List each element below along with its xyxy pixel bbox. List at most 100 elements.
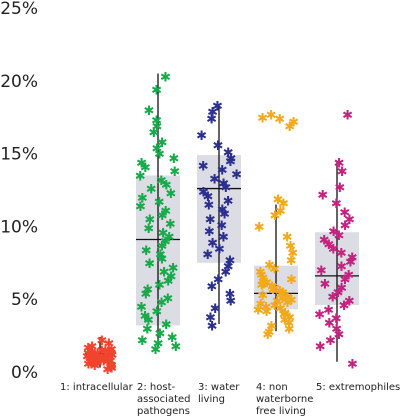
data-point-marker: ✱ — [218, 231, 229, 246]
data-point-marker: ✱ — [206, 280, 217, 295]
data-point-marker: ✱ — [277, 286, 288, 301]
data-point-marker: ✱ — [140, 309, 151, 324]
data-point-marker: ✱ — [334, 328, 345, 343]
data-point-marker: ✱ — [161, 178, 172, 193]
y-axis: 0% 5% 10% 15% 20% 25% — [0, 0, 38, 383]
data-point-marker: ✱ — [202, 248, 213, 263]
data-point-marker: ✱ — [282, 296, 293, 311]
data-point-marker: ✱ — [266, 319, 277, 334]
data-point-marker: ✱ — [214, 242, 225, 257]
data-point-marker: ✱ — [273, 193, 284, 208]
data-point-marker: ✱ — [257, 111, 268, 126]
data-point-marker: ✱ — [225, 152, 236, 167]
data-point-marker: ✱ — [205, 311, 216, 326]
data-point-marker: ✱ — [220, 266, 231, 281]
data-point-marker: ✱ — [136, 301, 147, 316]
data-point-marker: ✱ — [141, 244, 152, 259]
data-point-marker: ✱ — [87, 340, 98, 355]
data-point-marker: ✱ — [210, 302, 221, 317]
data-point-marker: ✱ — [276, 287, 287, 302]
data-point-marker: ✱ — [323, 303, 334, 318]
data-point-marker: ✱ — [157, 136, 168, 151]
data-point-marker: ✱ — [143, 314, 154, 329]
x-tick-label-intracellular: 1: intracellular — [60, 382, 134, 393]
data-point-marker: ✱ — [216, 219, 227, 234]
data-point-marker: ✱ — [269, 263, 280, 278]
data-point-marker: ✱ — [136, 156, 147, 171]
data-point-marker: ✱ — [100, 344, 111, 359]
data-point-marker: ✱ — [154, 148, 165, 163]
data-point-marker: ✱ — [333, 286, 344, 301]
data-point-marker: ✱ — [325, 334, 336, 349]
data-point-marker: ✱ — [155, 327, 166, 342]
data-point-marker: ✱ — [340, 219, 351, 234]
data-point-marker: ✱ — [345, 255, 356, 270]
data-point-marker: ✱ — [163, 274, 174, 289]
data-point-marker: ✱ — [261, 305, 272, 320]
data-point-marker: ✱ — [316, 264, 327, 279]
data-point-marker: ✱ — [258, 277, 269, 292]
data-point-marker: ✱ — [334, 181, 345, 196]
data-point-marker: ✱ — [151, 114, 162, 129]
data-point-marker: ✱ — [268, 283, 279, 298]
data-point-marker: ✱ — [269, 299, 280, 314]
data-point-marker: ✱ — [262, 328, 273, 343]
data-point-marker: ✱ — [83, 341, 94, 356]
data-points: ✱✱✱✱✱✱✱✱✱✱✱✱✱✱✱✱✱✱✱✱✱✱✱✱✱✱✱✱✱✱✱✱✱✱✱✱✱ — [196, 100, 242, 335]
data-point-marker: ✱ — [274, 113, 285, 128]
data-point-marker: ✱ — [156, 239, 167, 254]
data-point-marker: ✱ — [334, 156, 345, 171]
data-point-marker: ✱ — [142, 283, 153, 298]
data-point-marker: ✱ — [231, 168, 242, 183]
data-point-marker: ✱ — [99, 350, 110, 365]
data-point-marker: ✱ — [257, 289, 268, 304]
data-point-marker: ✱ — [256, 269, 267, 284]
data-point-marker: ✱ — [277, 292, 288, 307]
data-point-marker: ✱ — [258, 271, 269, 286]
data-point-marker: ✱ — [288, 116, 299, 131]
data-point-marker: ✱ — [323, 238, 334, 253]
data-point-marker: ✱ — [143, 222, 154, 237]
x-tick-label-non-waterborne-free-living: 4: non waterborne free living — [256, 382, 317, 416]
data-point-marker: ✱ — [217, 164, 228, 179]
data-point-marker: ✱ — [282, 231, 293, 246]
data-point-marker: ✱ — [105, 346, 116, 361]
data-point-marker: ✱ — [158, 226, 169, 241]
data-point-marker: ✱ — [164, 231, 175, 246]
data-points: ✱✱✱✱✱✱✱✱✱✱✱✱✱✱✱✱✱✱✱✱✱✱✱✱✱✱✱✱✱✱✱✱✱✱✱✱✱✱✱✱… — [253, 108, 299, 343]
data-point-marker: ✱ — [272, 295, 283, 310]
data-point-marker: ✱ — [284, 322, 295, 337]
data-point-marker: ✱ — [89, 353, 100, 368]
data-point-marker: ✱ — [327, 290, 338, 305]
data-point-marker: ✱ — [264, 325, 275, 340]
data-point-marker: ✱ — [337, 165, 348, 180]
data-point-marker: ✱ — [342, 108, 353, 123]
data-point-marker: ✱ — [223, 194, 234, 209]
data-point-marker: ✱ — [135, 200, 146, 215]
data-point-marker: ✱ — [219, 207, 230, 222]
data-point-marker: ✱ — [212, 100, 223, 115]
data-point-marker: ✱ — [168, 261, 179, 276]
data-point-marker: ✱ — [213, 139, 224, 154]
y-tick-label: 5% — [11, 290, 38, 310]
data-point-marker: ✱ — [86, 350, 97, 365]
data-point-marker: ✱ — [105, 360, 116, 375]
data-point-marker: ✱ — [96, 334, 107, 349]
data-point-marker: ✱ — [107, 349, 118, 364]
data-point-marker: ✱ — [280, 306, 291, 321]
data-point-marker: ✱ — [319, 234, 330, 249]
data-point-marker: ✱ — [196, 129, 207, 144]
data-points: ✱✱✱✱✱✱✱✱✱✱✱✱✱✱✱ ✱✱✱✱ ✱✱✱ ✱✱✱ ✱✱✱✱ ✱✱✱✱✱✱✱ — [314, 108, 358, 372]
y-tick-label: 15% — [0, 145, 38, 165]
data-point-marker: ✱ — [213, 273, 224, 288]
data-point-marker: ✱ — [336, 247, 347, 262]
data-point-marker: ✱ — [339, 299, 350, 314]
data-point-marker: ✱ — [207, 105, 218, 120]
data-point-marker: ✱ — [207, 237, 218, 252]
data-points: ✱✱✱✱✱✱✱✱✱✱✱✱✱✱✱✱✱✱✱✱✱✱✱✱✱✱✱✱✱✱✱✱✱✱✱✱✱ — [82, 334, 118, 378]
data-point-marker: ✱ — [339, 206, 350, 221]
data-point-marker: ✱ — [86, 346, 97, 361]
data-point-marker: ✱ — [160, 235, 171, 250]
data-point-marker: ✱ — [336, 282, 347, 297]
